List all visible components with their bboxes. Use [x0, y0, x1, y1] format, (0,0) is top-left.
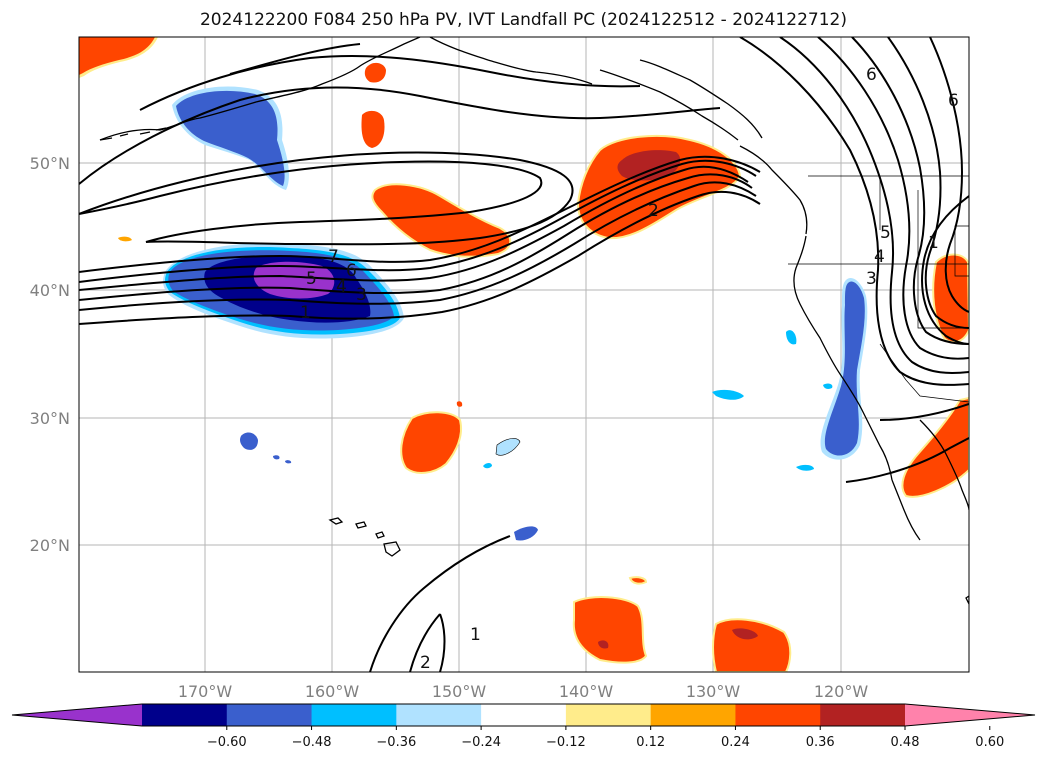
- contour-label: 6: [346, 261, 357, 281]
- contour-jet-1: [79, 155, 761, 273]
- hawaii-islands: [328, 517, 401, 557]
- colorbar-tick-label: 0.60: [975, 735, 1004, 750]
- lon-label-160w: 160°W: [305, 682, 360, 701]
- colorbar-segment: [735, 704, 821, 726]
- colorbar-segment: [565, 704, 652, 726]
- lat-label-40n: 40°N: [30, 281, 70, 300]
- colorbar-tick-label: −0.48: [292, 735, 332, 750]
- lat-axis-labels: 50°N 40°N 30°N 20°N: [30, 154, 70, 555]
- contour-label: 5: [306, 269, 317, 289]
- contour-label: 1: [928, 233, 939, 253]
- lon-label-120w: 120°W: [814, 682, 869, 701]
- graticule: [79, 37, 969, 672]
- contour-label: 1: [470, 625, 481, 645]
- lon-axis-labels: 170°W 160°W 150°W 140°W 130°W 120°W: [178, 682, 869, 701]
- colorbar-segment: [396, 704, 482, 726]
- orange-blob-south-1: [572, 596, 648, 664]
- contour-north-1: [79, 86, 721, 185]
- contour-east-4: [851, 37, 969, 345]
- bc-coast: [739, 145, 808, 235]
- colorbar-extend-min: [12, 704, 142, 726]
- coastlines: [99, 37, 969, 605]
- ivt-contours: [79, 37, 969, 672]
- baja-coast: [891, 479, 921, 541]
- contour-east-5: [887, 37, 969, 329]
- contour-east-2: [779, 37, 969, 374]
- colorbar-outline: [11, 703, 1036, 727]
- contour-label: 4: [874, 247, 885, 267]
- orange-blob-mexico: [901, 396, 969, 498]
- colorbar-segment: [142, 704, 228, 726]
- colorbar-tick-label: −0.12: [546, 735, 586, 750]
- contour-label: 3: [866, 269, 877, 289]
- lon-label-140w: 140°W: [559, 682, 614, 701]
- contour-outer: [79, 151, 574, 246]
- contour-jet-3: [79, 165, 749, 291]
- colorbar-segment: [226, 704, 313, 726]
- lon-label-130w: 130°W: [686, 682, 741, 701]
- colorbar-segment: [650, 704, 736, 726]
- political-borders: [788, 175, 969, 403]
- contour-south-2: [409, 613, 441, 672]
- colorbar-segment: [820, 704, 906, 726]
- colorbar-tick-label: 0.12: [636, 735, 665, 750]
- negative-pv-shading: [163, 86, 868, 541]
- colorbar-tick-label: 0.48: [891, 735, 920, 750]
- contour-east-3: [817, 37, 969, 360]
- contour-label: 1: [300, 303, 311, 323]
- colorbar-segment: [311, 704, 397, 726]
- colorbar-tick-label: −0.24: [461, 735, 501, 750]
- contour-jet-2: [79, 159, 757, 283]
- contour-label: 3: [356, 285, 367, 305]
- figure-title: 2024122200 F084 250 hPa PV, IVT Landfall…: [199, 10, 847, 30]
- contour-label: 2: [420, 653, 431, 673]
- colorbar-extend-max: [905, 704, 1035, 726]
- colorbar-tick-label: −0.36: [376, 735, 416, 750]
- contour-label: 2: [648, 201, 659, 221]
- contour-jet-5: [79, 181, 757, 311]
- contour-south-1: [369, 535, 511, 672]
- colorbar: −0.60 −0.48 −0.36 −0.24 −0.12 0.12 0.24 0.36 0.4…: [11, 703, 1036, 750]
- contour-cutoff: [921, 195, 969, 345]
- contour-jet-6: [79, 190, 761, 325]
- contour-label: 4: [336, 277, 347, 297]
- contour-north-2: [139, 54, 641, 111]
- lat-label-20n: 20°N: [30, 536, 70, 555]
- map-frame: [78, 36, 970, 673]
- colorbar-tick-label: −0.60: [207, 735, 247, 750]
- orange-blob-south-2: [712, 618, 792, 672]
- contour-label: 6: [948, 91, 959, 111]
- contour-east-6: [845, 437, 969, 483]
- lon-label-170w: 170°W: [178, 682, 233, 701]
- contour-label: 6: [866, 65, 877, 85]
- colorbar-segment: [481, 704, 567, 726]
- lat-label-50n: 50°N: [30, 154, 70, 173]
- contour-label: 7: [328, 247, 339, 267]
- colorbar-tick-label: 0.36: [806, 735, 835, 750]
- blue-blob-small-1: [240, 432, 258, 450]
- orange-blob-subtropics: [400, 411, 462, 474]
- blue-blob-small-2: [495, 438, 521, 456]
- aleutian-chain: [99, 127, 167, 141]
- us-west-coast: [793, 235, 893, 481]
- colorbar-tick-label: 0.24: [721, 735, 750, 750]
- lon-label-150w: 150°W: [432, 682, 487, 701]
- contour-labels: 7 6 5 4 3 1 2 6 6 5 4 3 1 2 1: [300, 65, 959, 673]
- alaska-coast: [99, 37, 421, 141]
- contour-jet-4: [79, 173, 753, 301]
- lat-label-30n: 30°N: [30, 409, 70, 428]
- contour-east-1: [739, 37, 969, 386]
- contour-label: 5: [880, 223, 891, 243]
